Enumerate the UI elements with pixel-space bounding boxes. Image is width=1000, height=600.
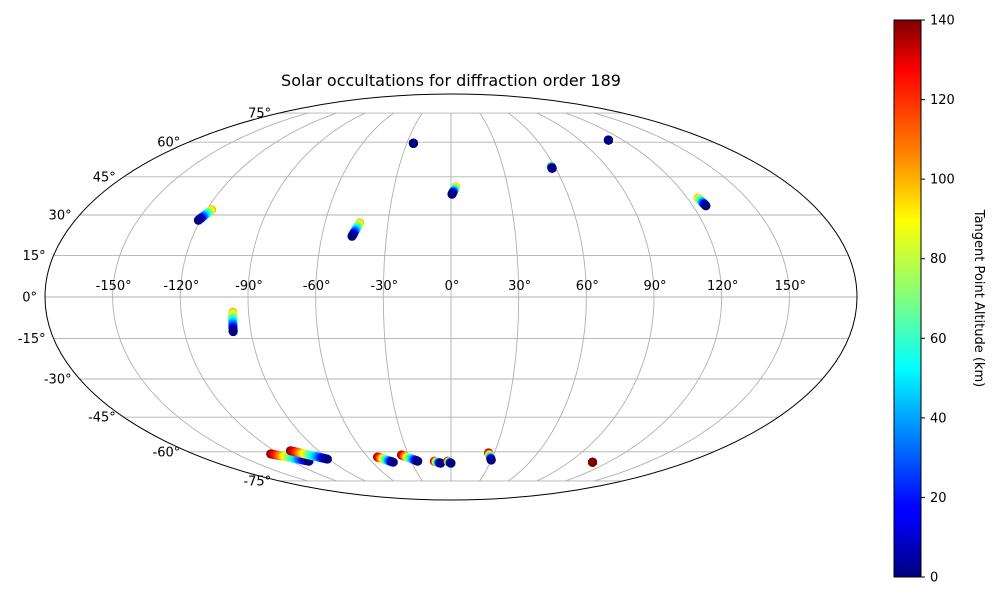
occultation-point <box>547 163 557 173</box>
occultation-point <box>446 458 456 468</box>
graticule <box>45 112 857 482</box>
colorbar-gradient <box>893 19 922 578</box>
lon-tick-label: -30° <box>370 279 398 294</box>
occultation-point <box>603 135 613 145</box>
latitude-tick-labels: -75° -60° -45° -30° -15° 0° 15° 30° 45° 60° 75° <box>18 107 271 490</box>
occultation-track-12 <box>396 450 423 466</box>
lon-tick-label: 60° <box>576 279 599 294</box>
lat-tick-label: 75° <box>248 107 271 122</box>
colorbar-tick-label: 120 <box>930 93 955 108</box>
lat-tick-label: 60° <box>157 136 180 151</box>
occultation-point <box>701 201 711 211</box>
occultation-track-10 <box>285 446 332 464</box>
lat-tick-label: -75° <box>243 474 271 489</box>
occultation-point <box>228 327 238 337</box>
colorbar-tick-label: 0 <box>930 571 938 586</box>
chart-title: Solar occultations for diffraction order… <box>281 71 621 90</box>
colorbar-tick-label: 80 <box>930 252 947 267</box>
map-plot-area <box>44 93 858 501</box>
occultation-track-8 <box>228 307 238 337</box>
occultation-track-2 <box>347 218 365 241</box>
colorbar-label: Tangent Point Altitude (km) <box>971 209 986 387</box>
grid-line-lon--60 <box>315 112 394 482</box>
lon-tick-label: 0° <box>445 279 460 294</box>
occultation-point <box>408 138 418 148</box>
grid-line-lon-30 <box>479 112 520 482</box>
occultation-track-11 <box>372 452 398 467</box>
lon-tick-label: -150° <box>96 279 132 294</box>
occultation-point <box>347 231 357 241</box>
map-outline <box>44 93 858 501</box>
occultation-point <box>413 456 423 466</box>
grid-line-lon--30 <box>382 112 423 482</box>
occultation-track-7 <box>693 193 711 211</box>
lat-tick-label: 0° <box>22 291 37 306</box>
lat-tick-label: 15° <box>23 249 46 264</box>
lon-tick-label: -60° <box>303 279 331 294</box>
occultation-points <box>193 135 711 468</box>
occultation-track-15 <box>484 448 496 465</box>
occultation-track-16 <box>588 457 598 467</box>
colorbar-tick-label: 20 <box>930 491 947 506</box>
lat-tick-label: -45° <box>88 411 116 426</box>
lat-tick-label: 45° <box>93 170 116 185</box>
occultation-track-3 <box>408 138 418 148</box>
colorbar-tick-label: 140 <box>930 14 955 29</box>
occultation-point <box>388 457 398 467</box>
grid-line-lon--150 <box>112 112 308 482</box>
colorbar-tick-label: 100 <box>930 173 955 188</box>
lon-tick-label: 90° <box>643 279 666 294</box>
colorbar-tick-label: 60 <box>930 332 947 347</box>
occultation-track-5 <box>546 161 557 173</box>
occultation-point <box>323 454 332 464</box>
lon-tick-label: 30° <box>508 279 531 294</box>
occultation-point <box>447 189 457 199</box>
colorbar: 0 20 40 60 80 100 120 140 Tangent Point Altitud… <box>893 14 986 586</box>
occultation-track-14 <box>443 456 456 468</box>
grid-line-lon-90 <box>536 112 655 482</box>
grid-line-lon-120 <box>565 112 723 482</box>
occultation-track-1 <box>193 205 217 225</box>
grid-line-lon--120 <box>179 112 337 482</box>
lon-tick-label: -90° <box>235 279 263 294</box>
occultation-track-4 <box>447 182 461 199</box>
grid-line-lon-150 <box>594 112 790 482</box>
colorbar-ticks: 0 20 40 60 80 100 120 140 <box>921 14 955 586</box>
lon-tick-label: 150° <box>775 279 806 294</box>
longitude-tick-labels: -150° -120° -90° -60° -30° 0° 30° 60° 90° 120° 150… <box>96 279 806 294</box>
lat-tick-label: -60° <box>153 445 181 460</box>
occultation-track-6 <box>603 135 613 145</box>
colorbar-tick-label: 40 <box>930 411 947 426</box>
occultation-point <box>486 455 496 465</box>
lon-tick-label: 120° <box>707 279 738 294</box>
occultation-point <box>436 458 446 468</box>
lat-tick-label: -15° <box>18 332 46 347</box>
occultation-track-13 <box>429 456 446 468</box>
grid-line-lon--90 <box>247 112 366 482</box>
lat-tick-label: 30° <box>49 208 72 223</box>
occultation-point <box>588 457 598 467</box>
occultation-point <box>193 215 203 225</box>
lon-tick-label: -120° <box>163 279 199 294</box>
lat-tick-label: -30° <box>44 373 72 388</box>
